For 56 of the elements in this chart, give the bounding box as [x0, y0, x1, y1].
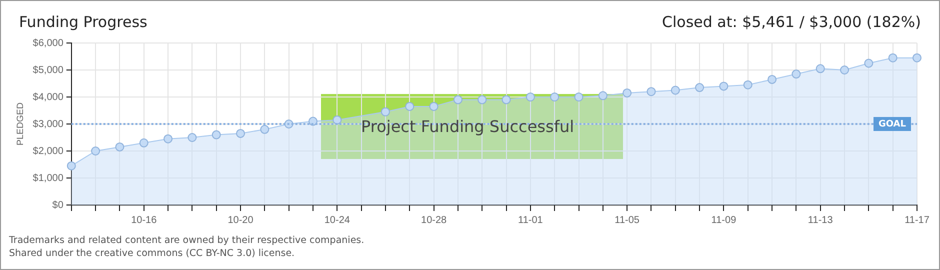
point: [405, 102, 414, 111]
point: [236, 128, 246, 138]
point: [478, 95, 487, 104]
x-tick-label: 10-20: [228, 214, 254, 226]
x-tick-label: 10-16: [131, 214, 158, 226]
point: [622, 88, 632, 98]
point: [212, 130, 221, 140]
point: [840, 66, 850, 74]
point: [526, 92, 535, 102]
point: [380, 107, 390, 116]
x-tick-label: 11-09: [711, 214, 737, 226]
point: [864, 58, 874, 68]
point: [646, 87, 656, 96]
point: [695, 83, 704, 92]
x-tick-label: 11-01: [518, 214, 544, 226]
y-tick-label: $5,000: [32, 64, 64, 76]
point: [66, 161, 76, 170]
point: [429, 102, 438, 111]
point: [260, 124, 270, 134]
y-tick-label: $4,000: [32, 92, 64, 103]
point: [139, 138, 148, 148]
y-tick-label: $3,000: [32, 118, 64, 130]
y-tick-label: $0: [52, 200, 64, 211]
x-tick-label: 11-05: [614, 214, 640, 226]
x-tick-label: 10-28: [421, 214, 448, 226]
point: [502, 95, 511, 104]
point: [912, 53, 922, 62]
x-tick-label: 11-17: [904, 214, 930, 226]
x-tick-label: 10-24: [324, 214, 350, 226]
point: [115, 142, 124, 152]
x-tick-label: 11-13: [808, 214, 834, 226]
y-tick-label: $1,000: [32, 172, 64, 184]
chart-subtitle: Closed at: $5,461 / $3,000 (182%): [662, 13, 921, 31]
y-tick-label: $6,000: [32, 38, 64, 49]
point: [332, 115, 342, 124]
point: [188, 133, 197, 142]
point: [670, 86, 680, 95]
point: [888, 53, 898, 62]
point: [792, 70, 801, 79]
point: [550, 92, 560, 102]
point: [816, 64, 825, 74]
point: [598, 91, 608, 100]
point: [719, 82, 728, 91]
text: Trademarks and related content are owned by their respective companies.: [9, 235, 364, 246]
chart-title: Funding Progress: [19, 13, 148, 31]
text: Shared under the creative commons (CC BY-NC 3.0) license.: [9, 248, 295, 259]
point: [743, 80, 752, 90]
point: [91, 146, 100, 156]
point: [164, 134, 173, 144]
y-axis-title: PLEDGED: [14, 102, 25, 146]
annotation: Project Funding Successful: [361, 117, 574, 137]
ref-line-label: GOAL: [878, 119, 906, 130]
y-tick-label: $2,000: [32, 146, 64, 157]
point: [453, 95, 462, 104]
point: [768, 74, 777, 84]
point: [574, 92, 584, 102]
